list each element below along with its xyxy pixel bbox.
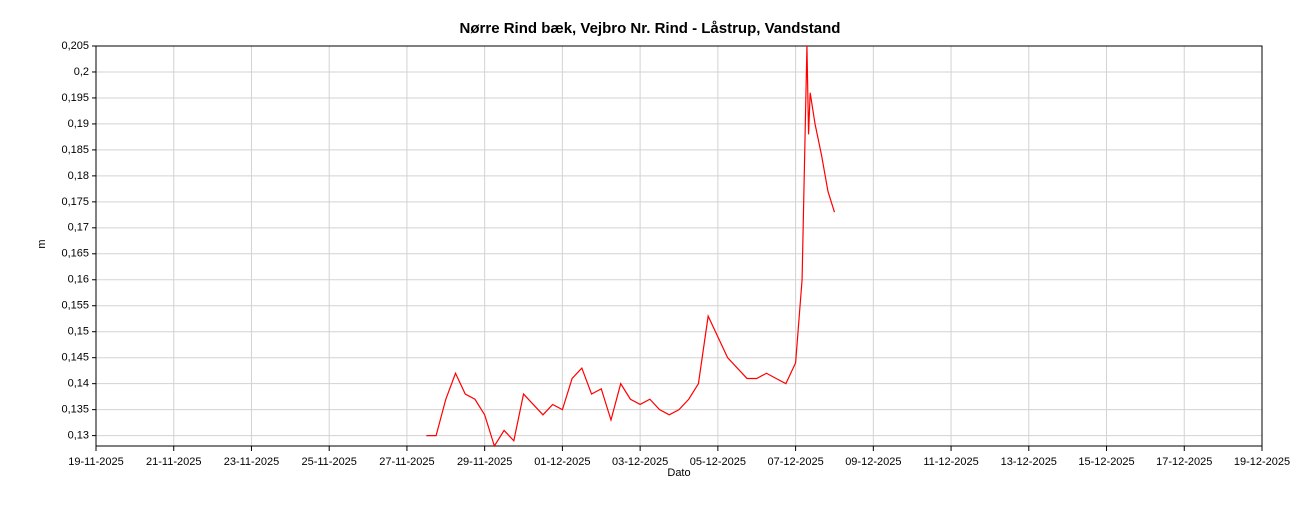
y-tick-label: 0,195 [61, 92, 89, 104]
x-tick-label: 19-11-2025 [68, 456, 123, 468]
data-line [426, 45, 836, 448]
x-axis-label: Dato [667, 467, 690, 479]
y-tick-label: 0,155 [61, 300, 89, 312]
x-tick-label: 07-12-2025 [767, 456, 823, 468]
x-tick-label: 11-12-2025 [923, 456, 978, 468]
x-tick-label: 19-12-2025 [1234, 456, 1290, 468]
y-tick-label: 0,185 [61, 144, 89, 156]
x-tick-label: 05-12-2025 [690, 456, 746, 468]
x-tick-label: 29-11-2025 [457, 456, 512, 468]
chart-title: Nørre Rind bæk, Vejbro Nr. Rind - Låstru… [460, 20, 841, 37]
y-tick-label: 0,13 [68, 430, 89, 442]
y-tick-label: 0,2 [74, 66, 89, 78]
x-tick-label: 13-12-2025 [1001, 456, 1057, 468]
y-tick-label: 0,14 [68, 378, 89, 390]
y-tick-label: 0,19 [68, 118, 89, 130]
y-tick-label: 0,15 [68, 326, 89, 338]
y-tick-label: 0,17 [68, 222, 89, 234]
x-tick-label: 09-12-2025 [845, 456, 901, 468]
y-tick-label: 0,16 [68, 274, 89, 286]
x-tick-label: 15-12-2025 [1078, 456, 1134, 468]
x-tick-label: 23-11-2025 [224, 456, 279, 468]
x-tick-label: 21-11-2025 [146, 456, 201, 468]
y-tick-label: 0,18 [68, 170, 89, 182]
y-tick-label: 0,145 [61, 352, 89, 364]
y-tick-label: 0,175 [61, 196, 89, 208]
x-tick-label: 03-12-2025 [612, 456, 668, 468]
y-tick-label: 0,205 [61, 40, 89, 52]
y-tick-label: 0,165 [61, 248, 89, 260]
plot-frame [95, 45, 1263, 447]
y-axis-label: m [36, 239, 48, 248]
x-tick-label: 17-12-2025 [1156, 456, 1212, 468]
x-tick-label: 25-11-2025 [301, 456, 356, 468]
x-tick-label: 01-12-2025 [534, 456, 590, 468]
y-tick-label: 0,135 [61, 404, 89, 416]
x-tick-label: 27-11-2025 [379, 456, 434, 468]
